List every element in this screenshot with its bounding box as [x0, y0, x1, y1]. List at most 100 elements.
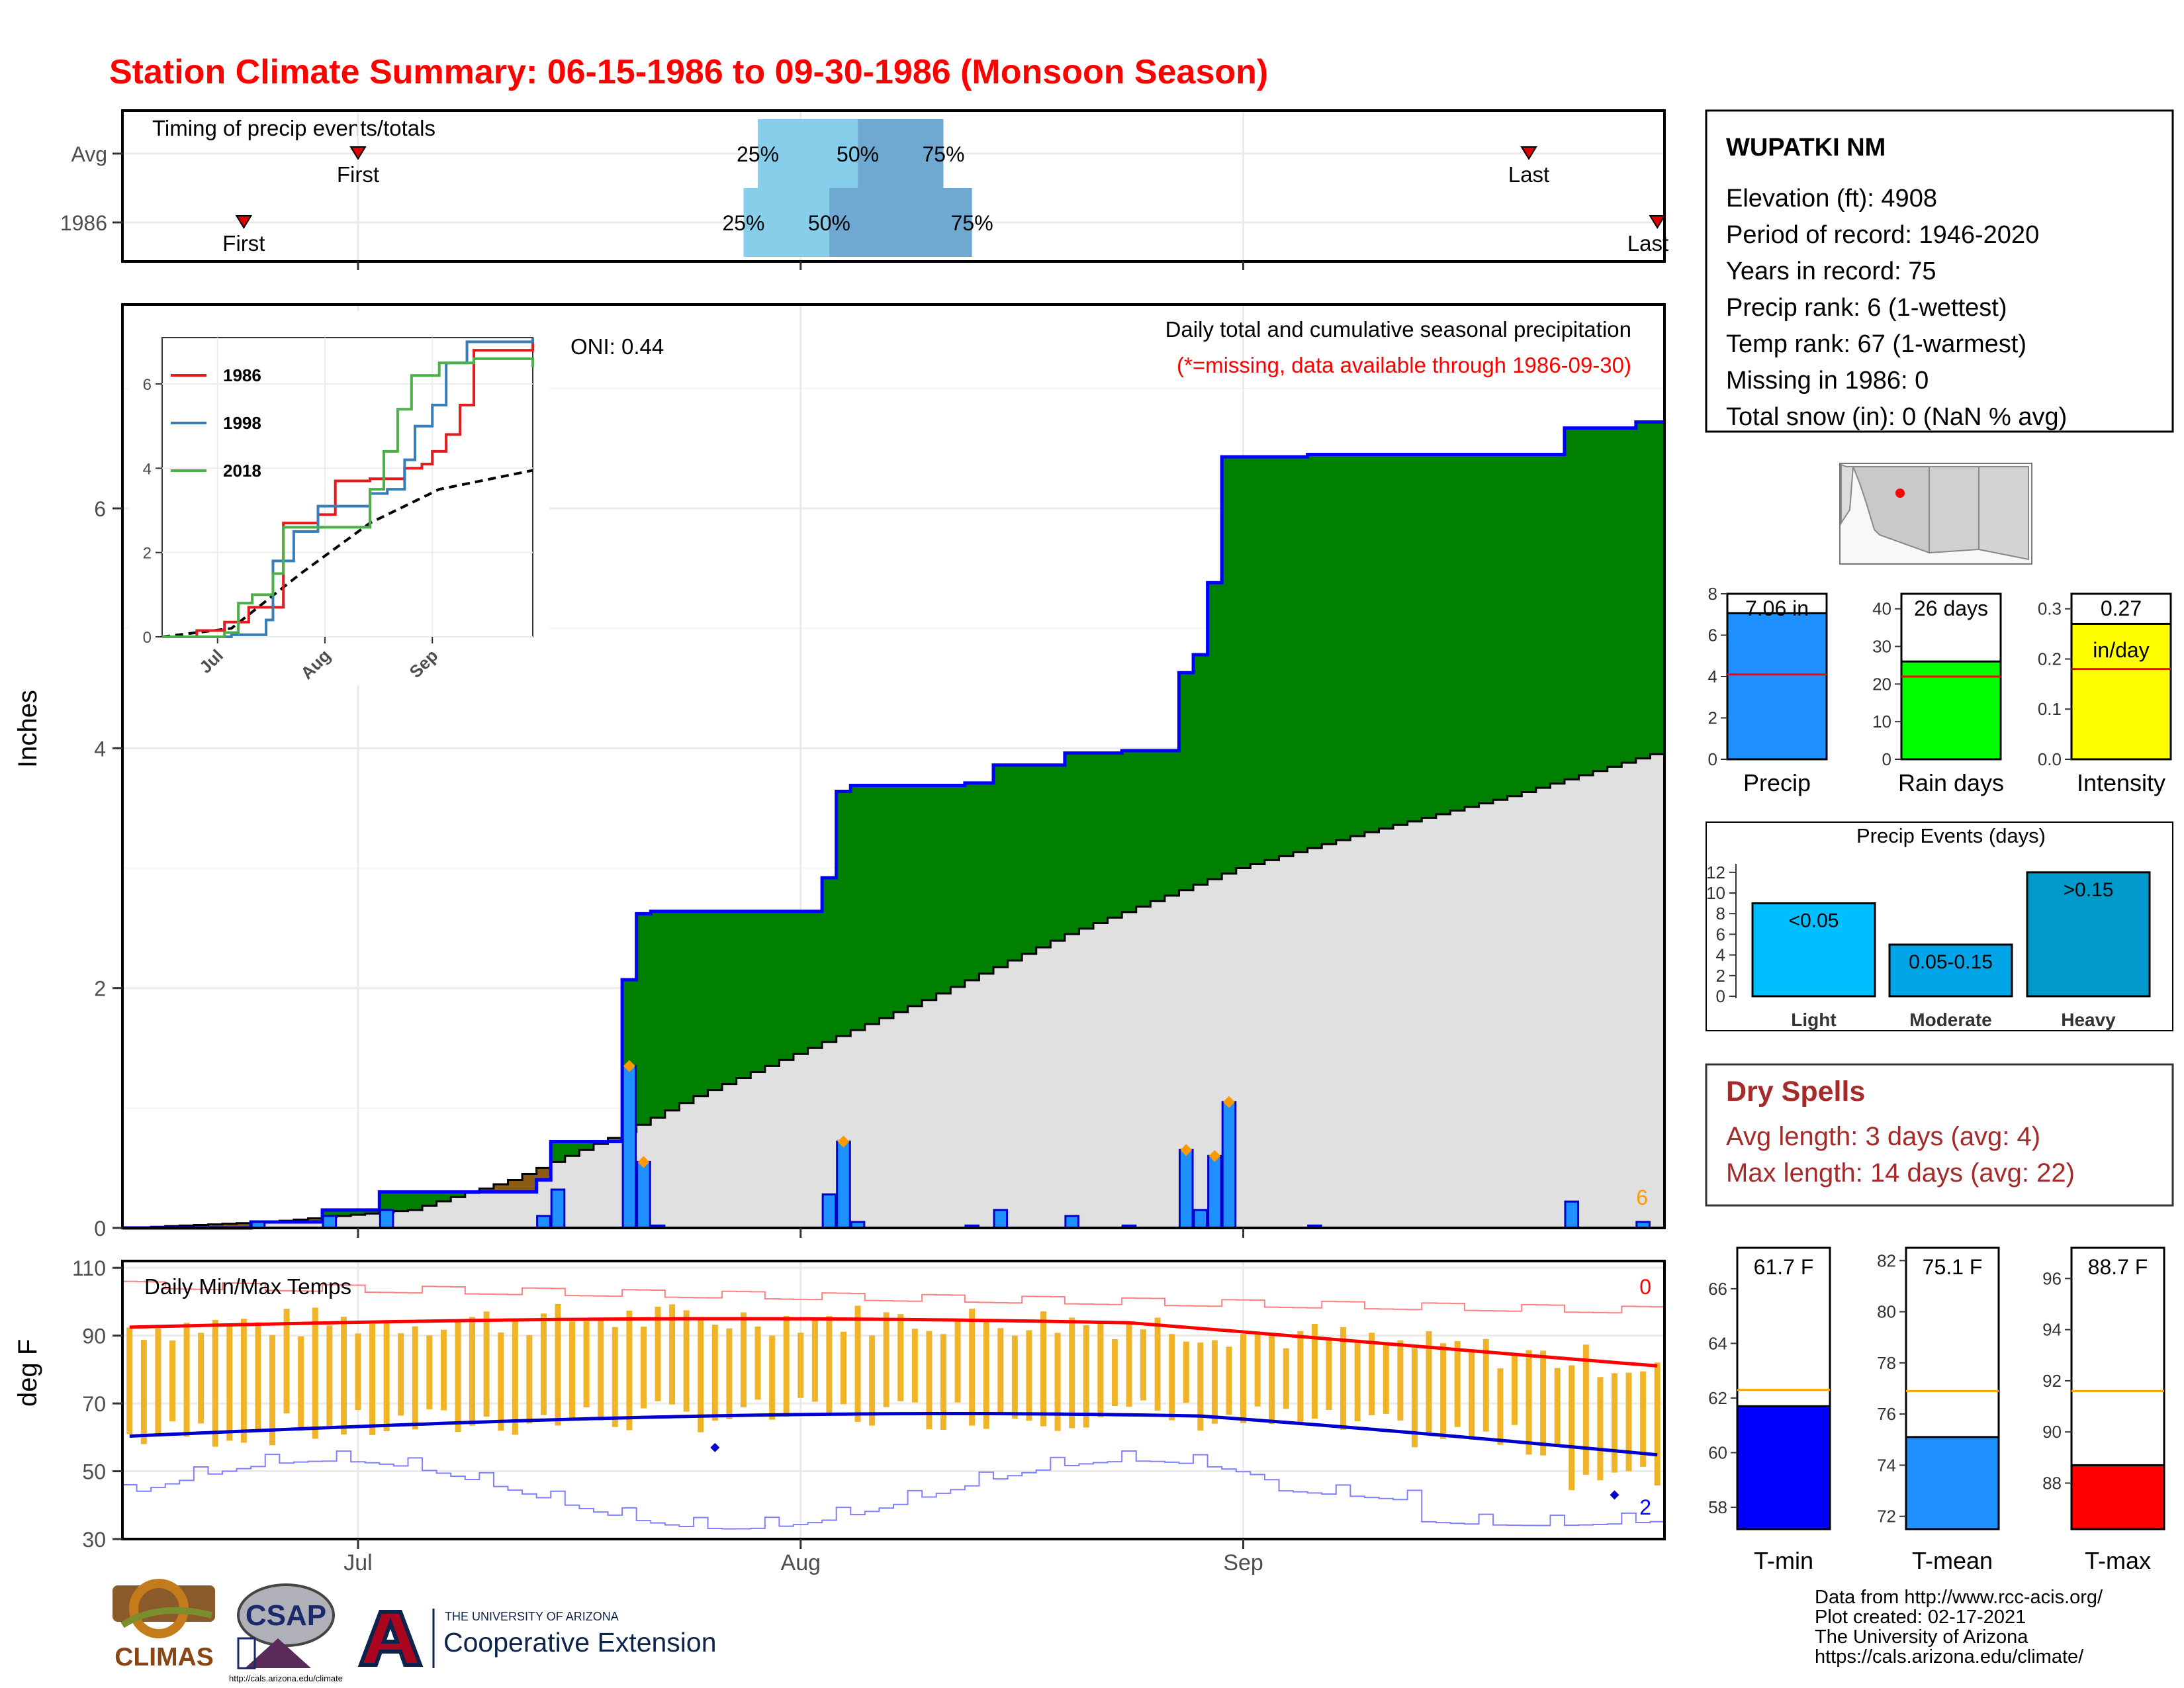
total-value-label: 0.27	[2101, 596, 2142, 620]
surplus-area	[1522, 454, 1537, 792]
temp-frame	[121, 1260, 1666, 1540]
surplus-area	[1564, 428, 1580, 780]
surplus-area	[336, 1209, 351, 1216]
daily-temp-range-bar	[512, 1321, 518, 1435]
surplus-area	[1435, 454, 1451, 814]
surplus-area	[1307, 454, 1322, 849]
surplus-area	[1022, 765, 1037, 955]
footer-credits: Data from http://www.rcc-acis.org/Plot c…	[1815, 1587, 2103, 1667]
daily-precip-bar	[1193, 1209, 1208, 1229]
timing-last-marker	[1520, 146, 1537, 160]
daily-temp-range-bar	[1069, 1317, 1075, 1429]
temp-mean-ytick-label: 76	[1877, 1404, 1896, 1424]
daily-temp-range-bar	[212, 1319, 218, 1447]
surplus-area	[1350, 454, 1365, 837]
daily-temp-range-bar	[1111, 1339, 1118, 1406]
daily-precip-bar	[993, 1209, 1009, 1229]
deficit-area	[479, 1188, 494, 1192]
surplus-area	[1236, 457, 1251, 868]
daily-precip-bar	[821, 1193, 837, 1229]
surplus-area	[964, 782, 980, 980]
daily-temp-range-bar	[954, 1319, 961, 1403]
daily-temp-range-bar	[1211, 1340, 1218, 1424]
observed-cumulative-line	[122, 420, 1664, 1230]
surplus-area	[1050, 765, 1066, 941]
daily-temp-range-bar	[626, 1311, 633, 1430]
inset-series-line	[162, 339, 534, 638]
daily-temp-range-bar	[940, 1334, 947, 1430]
surplus-area	[822, 877, 837, 1043]
csap-logo-text: CSAP	[246, 1599, 326, 1632]
surplus-area	[1122, 750, 1137, 912]
event-category-label: Moderate	[1909, 1009, 1991, 1030]
temp-mean-ytick-label: 74	[1877, 1455, 1896, 1475]
surplus-area	[1336, 454, 1351, 841]
inset-legend-label: 2018	[223, 461, 261, 481]
events-ytick-label: 6	[1716, 924, 1725, 944]
oni-label: ONI: 0.44	[570, 334, 664, 359]
daily-temp-range-bar	[340, 1317, 347, 1435]
surplus-area	[693, 911, 709, 1096]
daily-temp-range-bar	[483, 1311, 490, 1417]
station-location-marker	[1895, 489, 1905, 498]
daily-temp-range-bar	[526, 1335, 533, 1424]
inset-legend-label: 1986	[223, 365, 261, 385]
daily-temp-range-bar	[1026, 1330, 1032, 1421]
temp-mean-bar	[1736, 1405, 1831, 1530]
daily-temp-range-bar	[1611, 1373, 1617, 1473]
daily-temp-range-bar	[1326, 1340, 1332, 1410]
daily-temp-range-bar	[883, 1312, 889, 1407]
csap-gauge	[237, 1637, 256, 1669]
events-ytick-label: 0	[1716, 986, 1725, 1006]
daily-temp-range-bar	[1083, 1325, 1089, 1428]
daily-temp-range-bar	[1440, 1343, 1447, 1439]
surplus-area	[1093, 753, 1109, 923]
daily-temp-range-bar	[1297, 1331, 1304, 1424]
surplus-area	[864, 785, 880, 1025]
temp-corner-hot: 0	[1639, 1275, 1651, 1299]
record-day-marker	[1222, 1096, 1235, 1108]
temp-title: Daily Min/Max Temps	[144, 1274, 351, 1299]
record-low-marker	[1610, 1490, 1619, 1500]
deficit-area	[508, 1180, 523, 1192]
station-frame	[1705, 109, 2174, 433]
events-ytick-label: 12	[1706, 863, 1725, 882]
surplus-area	[551, 1141, 566, 1162]
climas-logo-swoosh	[120, 1607, 213, 1628]
daily-temp-range-bar	[269, 1335, 276, 1446]
month-label: Jul	[343, 1550, 372, 1575]
event-bar	[1751, 902, 1876, 998]
daily-temp-range-bar	[140, 1340, 147, 1444]
daily-temp-range-bar	[769, 1335, 776, 1420]
daily-precip-bar	[379, 1209, 394, 1229]
surplus-area	[1179, 673, 1194, 890]
daily-temp-range-bar	[1011, 1335, 1018, 1419]
surplus-area	[1364, 454, 1380, 833]
dry-spells-title: Dry Spells	[1726, 1076, 1865, 1107]
daily-precip-bar	[836, 1141, 851, 1229]
daily-temp-range-bar	[426, 1335, 433, 1410]
daily-temp-range-bar	[155, 1328, 161, 1435]
inset-series-line	[162, 357, 534, 638]
surplus-area	[893, 785, 909, 1012]
daily-temp-range-bar	[811, 1320, 818, 1402]
daily-temp-range-bar	[169, 1340, 176, 1422]
temp-mean-value-label: 75.1 F	[1923, 1255, 1983, 1279]
daily-temp-range-bar	[1240, 1334, 1247, 1424]
surplus-area	[1064, 753, 1080, 935]
record-high-line	[122, 1280, 1664, 1314]
event-bar	[2026, 871, 2151, 998]
daily-temp-range-bar	[783, 1315, 790, 1417]
normal-cumulative-area	[122, 754, 1664, 1228]
surplus-area	[1479, 454, 1494, 804]
daily-temp-range-bar	[1411, 1348, 1418, 1448]
timing-q50-label: 50%	[837, 142, 879, 166]
surplus-area	[1250, 457, 1265, 865]
temp-mean-bar	[2070, 1464, 2165, 1530]
daily-precip-bar	[1564, 1200, 1580, 1229]
precip-events-title: Precip Events (days)	[1856, 824, 2046, 847]
total-ytick-label: 8	[1708, 584, 1717, 604]
surplus-area	[836, 791, 851, 1037]
inset-ytick-label: 6	[143, 376, 152, 394]
daily-temp-range-bar	[312, 1307, 318, 1439]
